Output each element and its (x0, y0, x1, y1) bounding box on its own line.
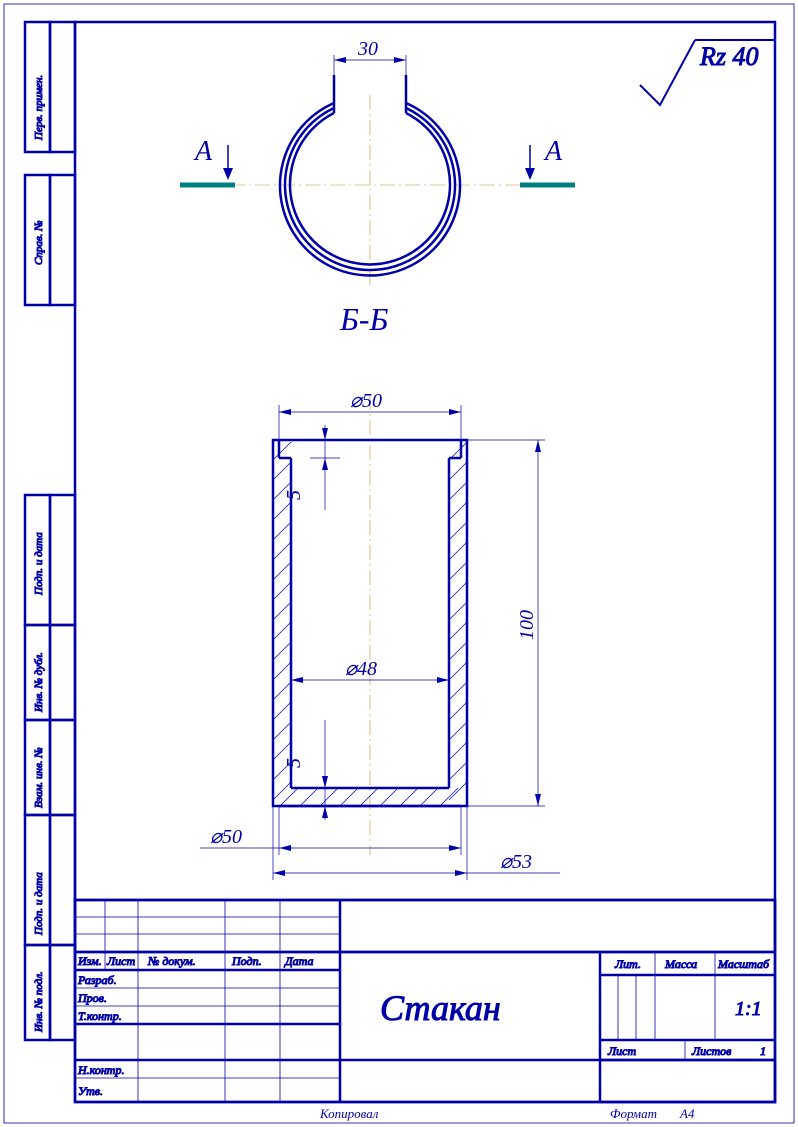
section-a-left: А (193, 136, 213, 167)
format-label: Формат (610, 1106, 657, 1121)
mass-label: Масса (664, 957, 697, 971)
sidebar-inv-podl: Инв. № подл. (33, 971, 45, 1033)
dim-5-top: 5 (283, 490, 305, 500)
format-value: А4 (679, 1106, 695, 1121)
sheet-label: Лист (607, 1044, 636, 1058)
dim-d50-bot: ⌀50 (210, 826, 242, 848)
surface-finish-mark: Rz 40 (640, 40, 775, 105)
sidebar-perv-primen: Перв. примен. (33, 75, 45, 141)
section-view-label: Б-Б (339, 301, 389, 337)
section-mark-left: А (180, 136, 235, 185)
row-razrab: Разраб. (77, 973, 117, 987)
inner-arc (290, 113, 450, 264)
drawing-canvas: Перв. примен. Справ. № Подп. и дата Инв.… (0, 0, 798, 1127)
scale-value: 1:1 (735, 998, 762, 1020)
sidebar-vzam-inv: Взам. инв. № (33, 747, 45, 808)
row-utv: Утв. (78, 1084, 103, 1098)
dim-d48: ⌀48 (345, 658, 377, 680)
section-a-right: А (543, 136, 563, 167)
dim-30: 30 (357, 38, 378, 60)
hdr-list: Лист (106, 954, 135, 968)
surface-finish-text: Rz 40 (699, 42, 759, 71)
hdr-data: Дата (284, 954, 313, 968)
scale-label: Масштаб (717, 957, 770, 971)
sidebar-inv-dubl: Инв. № дубл. (33, 652, 45, 713)
section-mark-right: А (520, 136, 575, 185)
dim-5-bot: 5 (283, 758, 305, 768)
front-view: ⌀50 5 ⌀48 5 100 ⌀50 (200, 390, 560, 880)
sheets-value: 1 (760, 1044, 766, 1058)
lit-label: Лит. (614, 957, 641, 971)
sidebar-left: Перв. примен. Справ. № Подп. и дата Инв.… (25, 22, 75, 1040)
titleblock: Изм. Лист № докум. Подп. Дата Разраб. Пр… (75, 900, 775, 1102)
hdr-podp: Подп. (231, 954, 262, 968)
dim-d53: ⌀53 (500, 851, 532, 873)
row-prov: Пров. (77, 991, 107, 1005)
hdr-dokum: № докум. (147, 954, 196, 968)
hdr-izm: Изм. (77, 954, 102, 968)
row-tkontr: Т.контр. (78, 1009, 122, 1023)
sidebar-podp-data-1: Подп. и дата (33, 532, 45, 596)
top-view: 30 А А (180, 38, 575, 285)
sidebar-sprav: Справ. № (33, 221, 45, 265)
part-name: Стакан (380, 988, 501, 1028)
sheets-label: Листов (691, 1044, 731, 1058)
dim-100: 100 (516, 610, 538, 640)
sidebar-podp-data-2: Подп. и дата (33, 872, 45, 936)
copied-label: Копировал (319, 1106, 379, 1121)
row-nkontr: Н.контр. (77, 1063, 124, 1077)
dim-d50-top: ⌀50 (350, 390, 382, 412)
